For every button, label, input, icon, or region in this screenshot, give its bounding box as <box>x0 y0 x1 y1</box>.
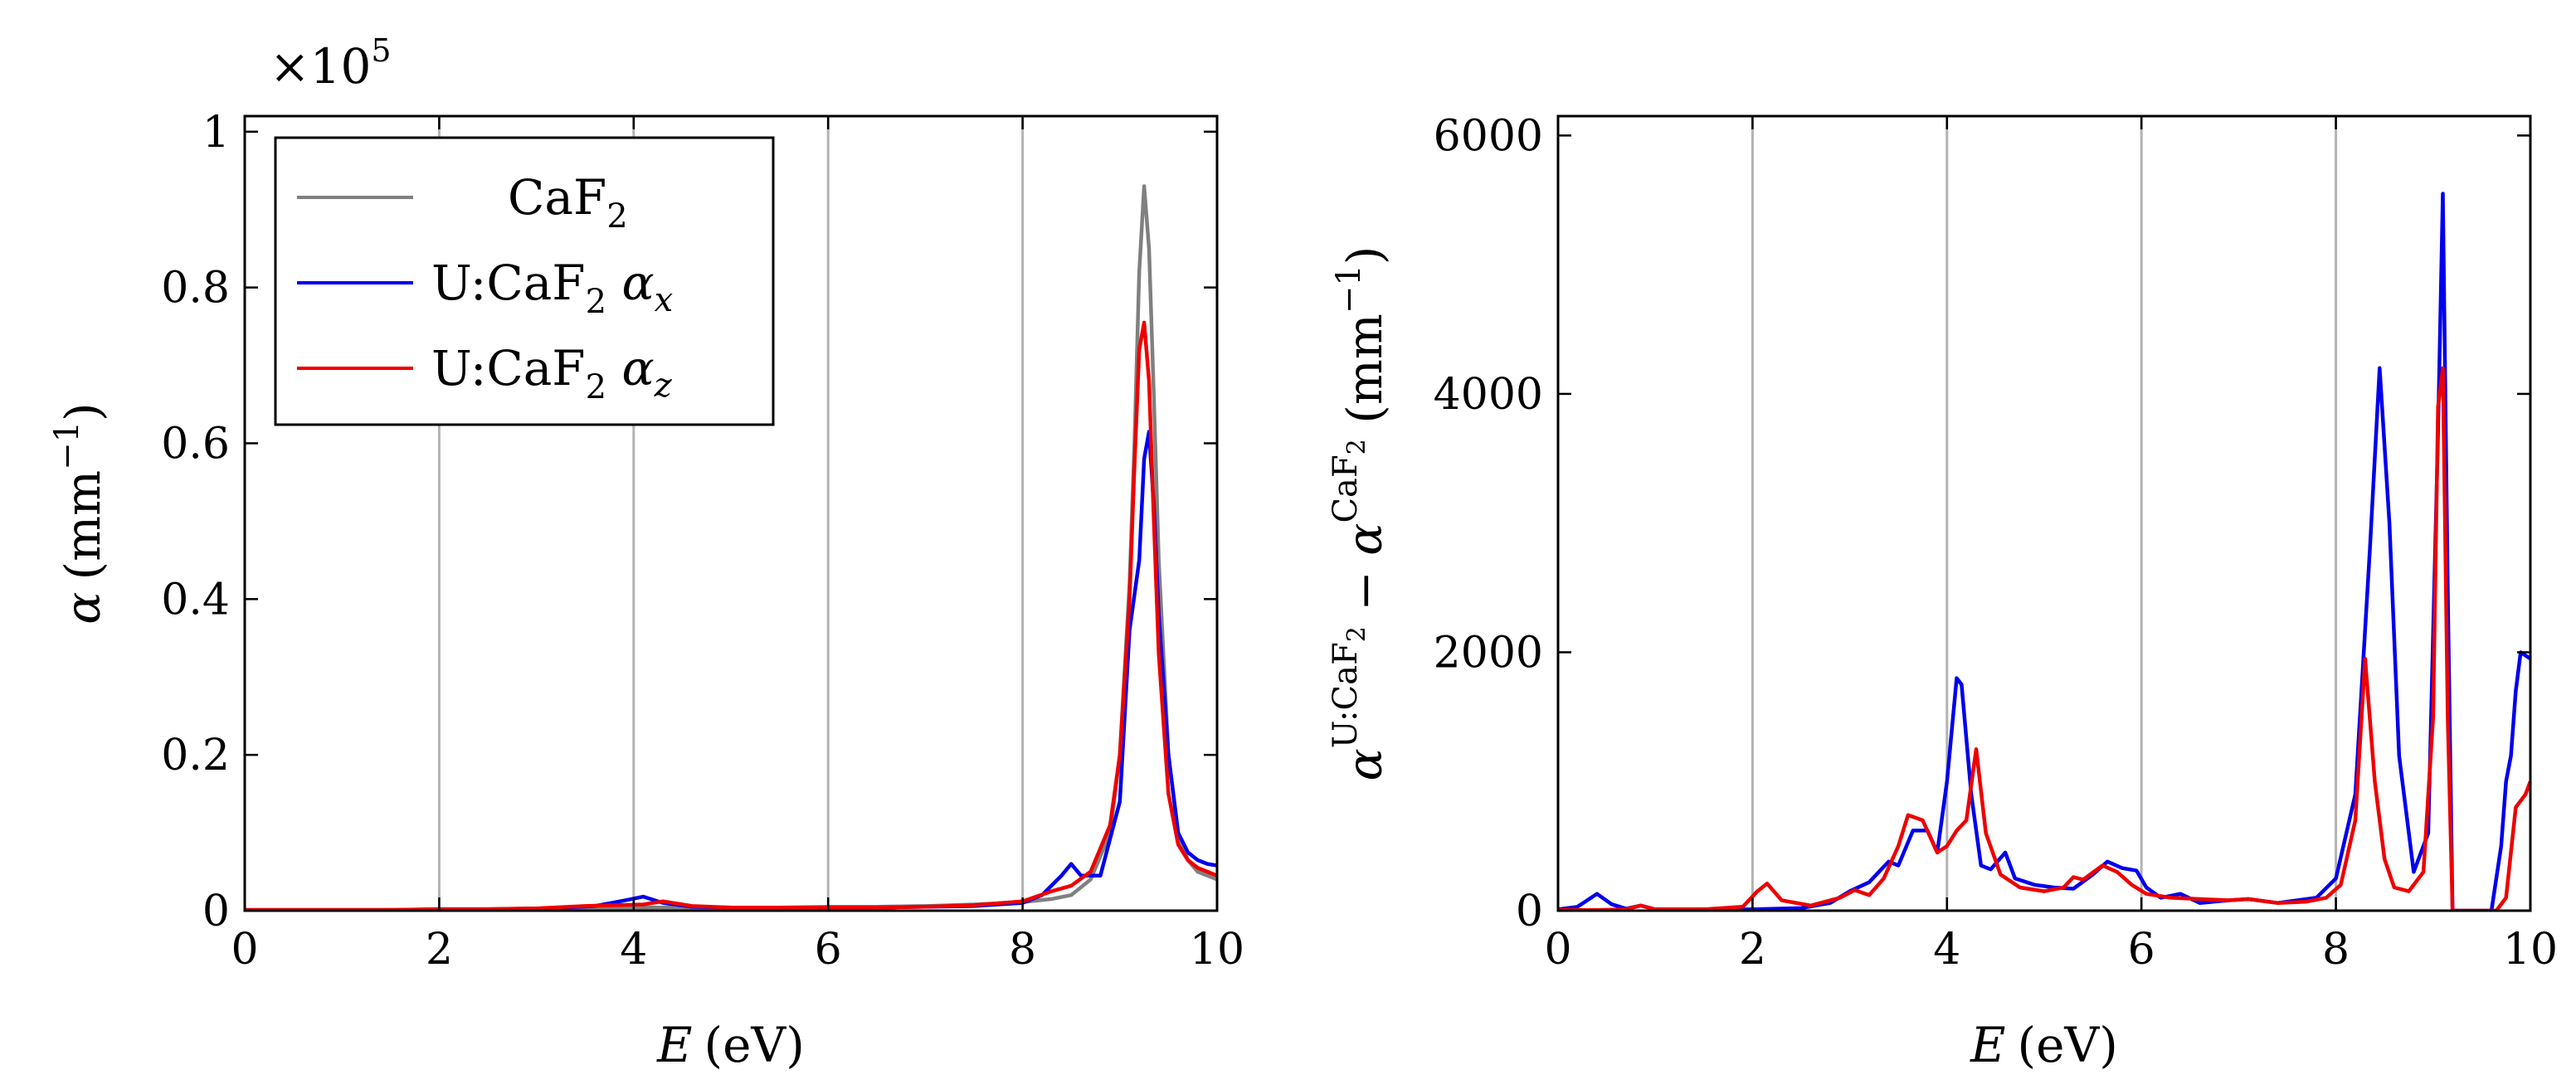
x-tick-label: 10 <box>1190 925 1244 975</box>
y-tick-label: 6000 <box>1434 111 1543 161</box>
x-tick-label: 2 <box>426 925 453 975</box>
x-tick-label: 4 <box>620 925 647 975</box>
x-tick-label: 4 <box>1933 925 1960 975</box>
y-tick-label: 1 <box>202 108 230 158</box>
x-tick-label: 8 <box>1009 925 1036 975</box>
right-axes-frame <box>1556 114 2532 912</box>
y-tick-label: 0.6 <box>161 419 230 469</box>
y-tick-label: 4000 <box>1434 370 1543 420</box>
series-line-u-caf2-x <box>245 430 1217 911</box>
left-x-axis-label: E (eV) <box>656 1017 805 1073</box>
legend-label-ucaf2-az: U:CaF2 αz <box>431 340 673 406</box>
left-ticks: 0 2 4 6 8 10 0 0.2 0.4 0.6 0.8 1 <box>161 108 1244 975</box>
legend-label-ucaf2-ax: U:CaF2 αx <box>431 255 673 321</box>
left-panel: 0 2 4 6 8 10 0 0.2 0.4 0.6 0.8 1 ×105 α(mm−1) E (eV)… <box>48 32 1244 1073</box>
left-y-multiplier: ×105 <box>270 32 392 95</box>
y-tick-label: 0.4 <box>161 575 230 625</box>
series-line-u-caf2-z <box>1558 366 2530 911</box>
legend: CaF2 U:CaF2 αx U:CaF2 αz <box>274 136 775 426</box>
y-tick-label: 2000 <box>1434 628 1543 678</box>
y-tick-label: 0 <box>202 887 230 936</box>
right-panel: 0 2 4 6 8 10 0 2000 4000 6000 αU:CaF2 − αCaF2 (mm… <box>1327 111 2558 1073</box>
y-tick-label: 0.8 <box>161 264 230 314</box>
x-tick-label: 2 <box>1739 925 1766 975</box>
x-tick-label: 0 <box>1544 925 1571 975</box>
right-x-axis-label: E (eV) <box>1970 1017 2118 1073</box>
x-tick-label: 10 <box>2503 925 2558 975</box>
x-tick-label: 6 <box>815 925 842 975</box>
right-ticks: 0 2 4 6 8 10 0 2000 4000 6000 <box>1434 111 2558 975</box>
left-axes-frame <box>243 114 1219 912</box>
right-grid <box>1751 116 2338 911</box>
legend-label-caf2: CaF2 <box>508 169 628 236</box>
right-series-group <box>1558 192 2530 911</box>
series-line-u-caf2-x <box>1558 192 2530 911</box>
y-tick-label: 0.2 <box>161 731 230 780</box>
left-y-axis-label: α(mm−1) <box>48 402 111 624</box>
x-tick-label: 8 <box>2322 925 2350 975</box>
x-tick-label: 0 <box>231 925 258 975</box>
right-y-axis-label: αU:CaF2 − αCaF2 (mm−1) <box>1327 246 1393 781</box>
x-tick-label: 6 <box>2128 925 2155 975</box>
y-tick-label: 0 <box>1516 887 1543 936</box>
